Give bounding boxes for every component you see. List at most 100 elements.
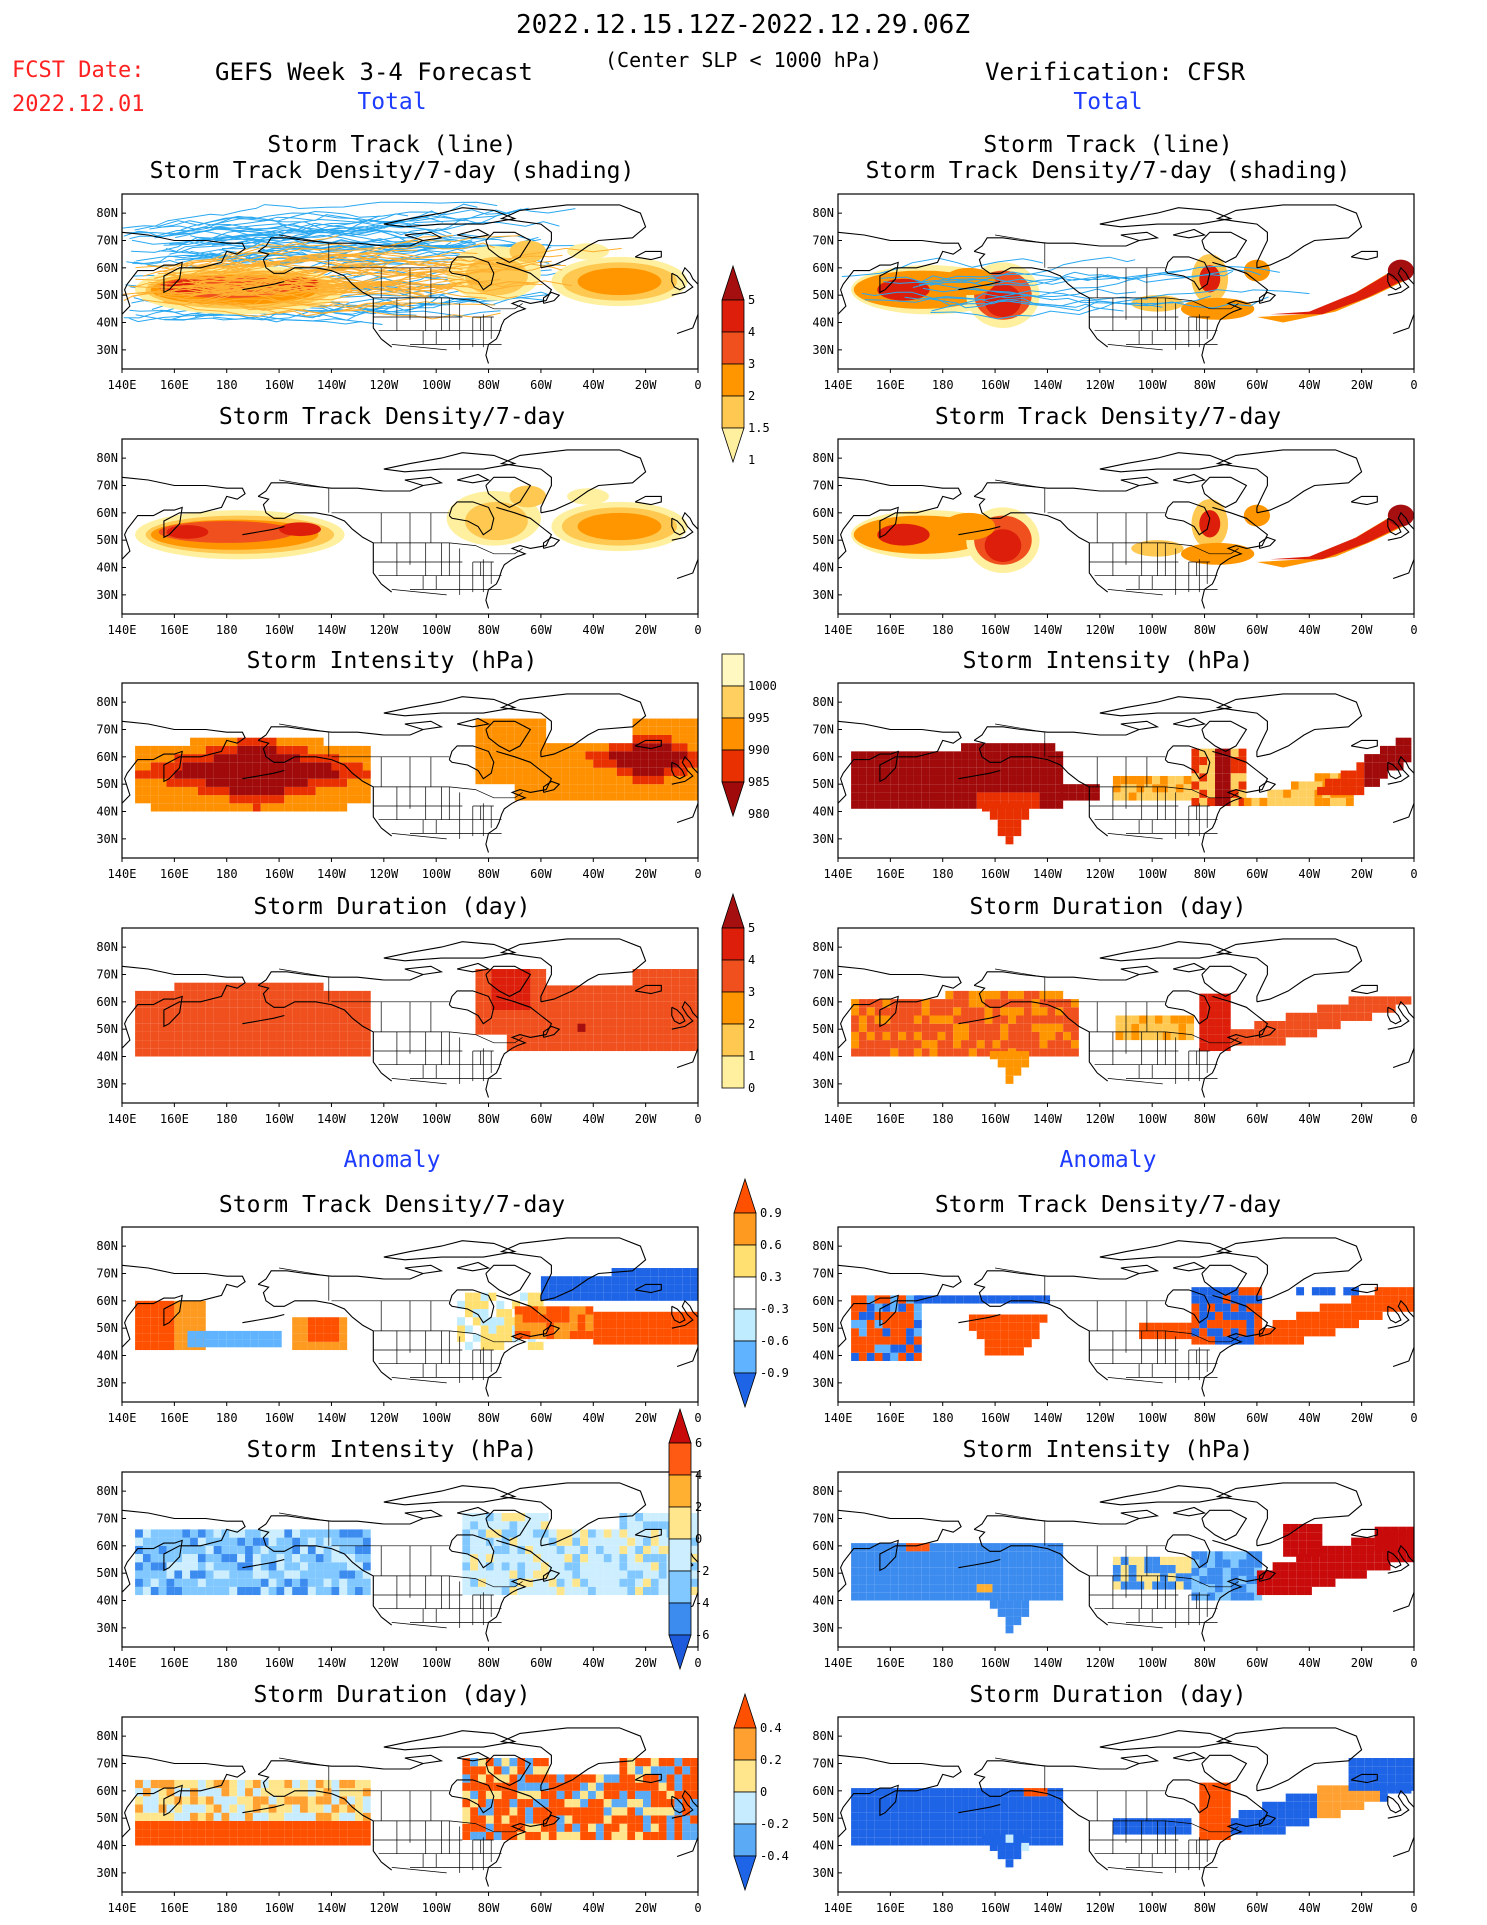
lat-tick-label: 80N bbox=[812, 1484, 834, 1498]
lat-tick-label: 40N bbox=[96, 1050, 118, 1064]
lon-tick-label: 160W bbox=[265, 1411, 295, 1425]
lat-tick-label: 40N bbox=[96, 1349, 118, 1363]
lat-tick-label: 40N bbox=[96, 561, 118, 575]
lat-tick-label: 70N bbox=[96, 967, 118, 981]
lat-tick-label: 60N bbox=[96, 506, 118, 520]
lon-tick-label: 80W bbox=[478, 1411, 500, 1425]
lon-tick-label: 140W bbox=[317, 867, 347, 881]
lon-tick-label: 160E bbox=[876, 623, 905, 637]
lon-tick-label: 20W bbox=[1351, 1901, 1373, 1915]
map-svg: 140E 160E 180 160W 140W 120W 100W 80W 60W 40W 20W 0… bbox=[96, 193, 702, 392]
lon-tick-label: 20W bbox=[1351, 1411, 1373, 1425]
lon-tick-label: 60W bbox=[530, 378, 552, 392]
lon-tick-label: 120W bbox=[369, 1112, 399, 1126]
map-panel: 140E 160E 180 160W 140W 120W 100W 80W 60W 40W 20W 0… bbox=[84, 1470, 702, 1677]
colorbar-label: 0 bbox=[748, 1081, 755, 1094]
lon-tick-label: 180 bbox=[216, 378, 238, 392]
lon-tick-label: 60W bbox=[530, 867, 552, 881]
lon-tick-label: 120W bbox=[369, 378, 399, 392]
lat-tick-label: 80N bbox=[96, 451, 118, 465]
lon-tick-label: 140W bbox=[317, 1656, 347, 1670]
map-svg: 140E 160E 180 160W 140W 120W 100W 80W 60W 40W 20W 0… bbox=[96, 1471, 702, 1670]
colorbar-intensity-anom: 6 4 2 0 -2 -4 -6 bbox=[665, 1405, 755, 1679]
lon-tick-label: 40W bbox=[582, 1411, 604, 1425]
lon-tick-label: 80W bbox=[478, 867, 500, 881]
lon-tick-label: 120W bbox=[1085, 623, 1115, 637]
lat-tick-label: 70N bbox=[96, 478, 118, 492]
title-r4: Storm Duration (day) bbox=[969, 894, 1247, 920]
lon-tick-label: 0 bbox=[694, 1656, 701, 1670]
map-svg: 140E 160E 180 160W 140W 120W 100W 80W 60W 40W 20W 0… bbox=[96, 1716, 702, 1915]
lon-tick-label: 160W bbox=[265, 867, 295, 881]
lat-tick-label: 30N bbox=[96, 343, 118, 357]
lon-tick-label: 60W bbox=[530, 623, 552, 637]
lon-tick-label: 40W bbox=[1298, 1112, 1320, 1126]
lon-tick-label: 60W bbox=[530, 1411, 552, 1425]
lon-tick-label: 60W bbox=[530, 1656, 552, 1670]
map-panel: 140E 160E 180 160W 140W 120W 100W 80W 60W 40W 20W 0… bbox=[800, 192, 1418, 399]
colorbar-label: 4 bbox=[748, 953, 755, 967]
colorbar-label: -2 bbox=[695, 1564, 709, 1578]
map-panel: 140E 160E 180 160W 140W 120W 100W 80W 60W 40W 20W 0… bbox=[84, 437, 702, 644]
lon-tick-label: 140E bbox=[824, 1411, 853, 1425]
lon-tick-label: 140E bbox=[824, 1112, 853, 1126]
lon-tick-label: 160E bbox=[876, 1656, 905, 1670]
lat-tick-label: 40N bbox=[96, 1839, 118, 1853]
lat-tick-label: 50N bbox=[812, 533, 834, 547]
lat-tick-label: 50N bbox=[812, 1811, 834, 1825]
lat-tick-label: 80N bbox=[96, 1484, 118, 1498]
lon-tick-label: 0 bbox=[694, 378, 701, 392]
lon-tick-label: 80W bbox=[478, 623, 500, 637]
lon-tick-label: 60W bbox=[1246, 1411, 1268, 1425]
lat-tick-label: 30N bbox=[96, 832, 118, 846]
map-panel: 140E 160E 180 160W 140W 120W 100W 80W 60W 40W 20W 0… bbox=[84, 681, 702, 888]
lon-tick-label: 100W bbox=[1138, 378, 1168, 392]
lon-tick-label: 160W bbox=[981, 378, 1011, 392]
colorbar-label: -0.4 bbox=[760, 1849, 789, 1863]
lon-tick-label: 140W bbox=[1033, 1411, 1063, 1425]
colorbar-label: 3 bbox=[748, 985, 755, 999]
lat-tick-label: 50N bbox=[96, 1022, 118, 1036]
colorbar-density-anom: 0.9 0.6 0.3 -0.3 -0.6 -0.9 bbox=[730, 1175, 820, 1417]
colorbar-label: -0.9 bbox=[760, 1366, 789, 1380]
lat-tick-label: 70N bbox=[812, 478, 834, 492]
lon-tick-label: 20W bbox=[1351, 1656, 1373, 1670]
lon-tick-label: 180 bbox=[932, 1112, 954, 1126]
lon-tick-label: 160E bbox=[876, 1901, 905, 1915]
lon-tick-label: 180 bbox=[932, 1901, 954, 1915]
map-panel: 140E 160E 180 160W 140W 120W 100W 80W 60W 40W 20W 0… bbox=[84, 926, 702, 1133]
map-svg: 140E 160E 180 160W 140W 120W 100W 80W 60W 40W 20W 0… bbox=[812, 1471, 1418, 1670]
title-l2: Storm Track Density/7-day bbox=[218, 404, 566, 430]
lon-tick-label: 0 bbox=[694, 1411, 701, 1425]
lon-tick-label: 160E bbox=[160, 1112, 189, 1126]
lon-tick-label: 0 bbox=[1410, 1411, 1417, 1425]
lat-tick-label: 70N bbox=[812, 233, 834, 247]
colorbar-svg: 6 4 2 0 -2 -4 -6 bbox=[668, 1407, 709, 1671]
lon-tick-label: 140W bbox=[317, 1112, 347, 1126]
lon-tick-label: 160W bbox=[265, 1656, 295, 1670]
title-l4: Storm Duration (day) bbox=[253, 894, 531, 920]
lat-tick-label: 40N bbox=[812, 1839, 834, 1853]
title-r2: Storm Track Density/7-day bbox=[934, 404, 1282, 430]
lat-tick-label: 60N bbox=[812, 506, 834, 520]
lon-tick-label: 0 bbox=[694, 1901, 701, 1915]
map-panel: 140E 160E 180 160W 140W 120W 100W 80W 60W 40W 20W 0… bbox=[800, 1715, 1418, 1922]
lon-tick-label: 100W bbox=[422, 1411, 452, 1425]
map-svg: 140E 160E 180 160W 140W 120W 100W 80W 60W 40W 20W 0… bbox=[812, 1226, 1418, 1425]
title-r5: Storm Track Density/7-day bbox=[934, 1192, 1282, 1218]
lon-tick-label: 120W bbox=[1085, 1112, 1115, 1126]
colorbar-label: 2 bbox=[695, 1500, 702, 1514]
colorbar-label: 2 bbox=[748, 389, 755, 403]
lon-tick-label: 0 bbox=[1410, 1112, 1417, 1126]
lat-tick-label: 40N bbox=[96, 316, 118, 330]
colorbar-svg: 0.4 0.2 0 -0.2 -0.4 bbox=[733, 1692, 789, 1892]
colorbar-label: -4 bbox=[695, 1596, 709, 1610]
verification-title: Verification: CFSR bbox=[985, 58, 1246, 86]
lat-tick-label: 60N bbox=[96, 1539, 118, 1553]
lon-tick-label: 80W bbox=[478, 1901, 500, 1915]
map-svg: 140E 160E 180 160W 140W 120W 100W 80W 60W 40W 20W 0… bbox=[812, 682, 1418, 881]
colorbar-label: 0.2 bbox=[760, 1753, 782, 1767]
lon-tick-label: 140E bbox=[108, 1656, 137, 1670]
lon-tick-label: 180 bbox=[216, 1411, 238, 1425]
lon-tick-label: 80W bbox=[1194, 1411, 1216, 1425]
